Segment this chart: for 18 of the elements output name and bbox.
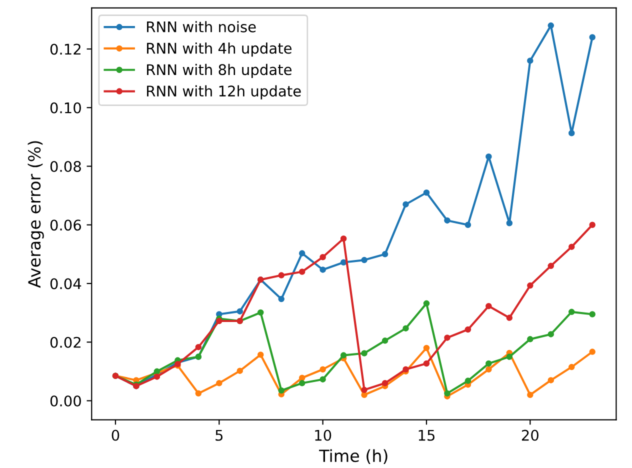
x-tick-label: 15 (418, 430, 434, 441)
legend-label: RNN with 12h update (147, 85, 301, 100)
y-tick-label: 0.04 (50, 278, 82, 290)
y-tick-label: 0.06 (50, 220, 81, 231)
y-axis-title: Average error (%) (28, 141, 44, 288)
x-tick-label: 5 (216, 430, 223, 441)
legend-label: RNN with noise (147, 21, 256, 32)
y-tick-label: 0.12 (50, 44, 80, 55)
legend-label: RNN with 8h update (147, 64, 292, 78)
y-tick-label: 0.10 (50, 102, 81, 114)
x-axis-title: Time (h) (319, 449, 388, 464)
y-tick-label: 0.00 (50, 395, 81, 406)
legend-label: RNN with 4h update (147, 42, 292, 57)
x-tick-label: 10 (315, 430, 332, 441)
y-tick-label: 0.08 (50, 160, 81, 172)
y-tick-label: 0.02 (50, 336, 80, 348)
x-tick-label: 0 (112, 430, 120, 441)
x-tick-label: 20 (522, 430, 538, 441)
